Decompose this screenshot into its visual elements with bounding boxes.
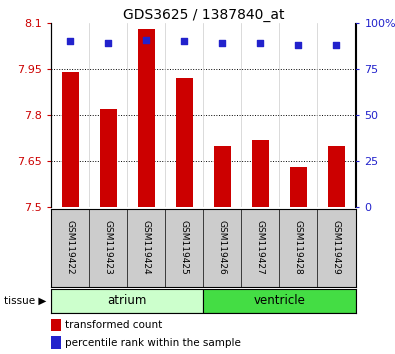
Text: ventricle: ventricle bbox=[254, 295, 305, 307]
Bar bbox=[290, 167, 307, 207]
Point bbox=[219, 40, 226, 46]
Text: GSM119423: GSM119423 bbox=[104, 221, 113, 275]
Point bbox=[143, 37, 150, 42]
Bar bbox=[214, 146, 231, 207]
Text: GSM119422: GSM119422 bbox=[66, 221, 75, 275]
Bar bbox=[176, 78, 193, 207]
Bar bbox=[51, 336, 61, 349]
Point bbox=[295, 42, 302, 48]
Bar bbox=[51, 319, 61, 331]
Point bbox=[105, 40, 111, 46]
Point bbox=[333, 42, 340, 48]
Text: GSM119424: GSM119424 bbox=[142, 221, 151, 275]
Bar bbox=[51, 289, 203, 313]
Text: GSM119429: GSM119429 bbox=[332, 221, 341, 275]
Bar bbox=[252, 139, 269, 207]
Text: GSM119428: GSM119428 bbox=[294, 221, 303, 275]
Bar bbox=[62, 72, 79, 207]
Point bbox=[257, 40, 263, 46]
Text: GSM119427: GSM119427 bbox=[256, 221, 265, 275]
Text: tissue ▶: tissue ▶ bbox=[4, 296, 46, 306]
Text: GSM119426: GSM119426 bbox=[218, 221, 227, 275]
Bar bbox=[328, 146, 345, 207]
Text: transformed count: transformed count bbox=[65, 320, 162, 330]
Point bbox=[181, 39, 188, 44]
Point bbox=[67, 39, 73, 44]
Title: GDS3625 / 1387840_at: GDS3625 / 1387840_at bbox=[123, 8, 284, 22]
Bar bbox=[203, 289, 356, 313]
Bar bbox=[100, 109, 117, 207]
Text: atrium: atrium bbox=[108, 295, 147, 307]
Bar bbox=[138, 29, 155, 207]
Text: GSM119425: GSM119425 bbox=[180, 221, 189, 275]
Text: percentile rank within the sample: percentile rank within the sample bbox=[65, 338, 241, 348]
